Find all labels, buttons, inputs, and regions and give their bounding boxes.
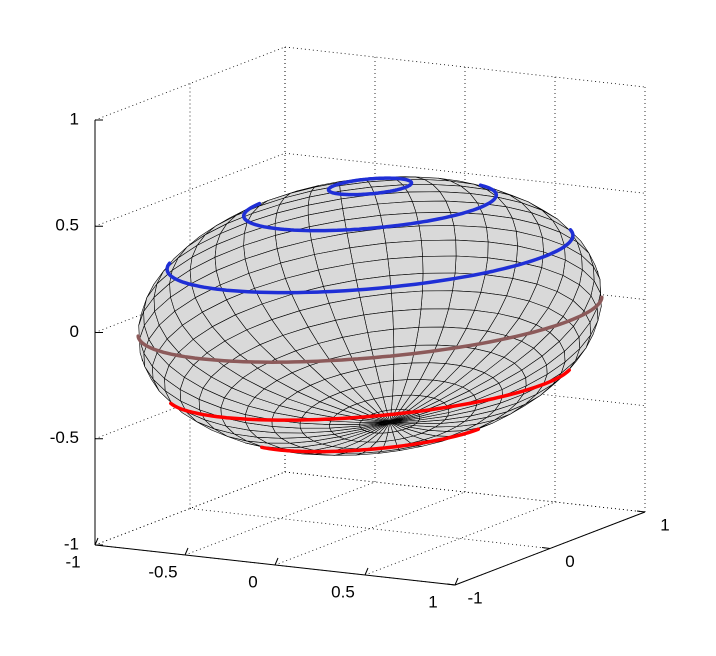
grid-line [284,471,646,513]
surface-facet [407,191,447,202]
z-tick-label: 0 [70,322,79,341]
x-tick-label: 1 [428,592,437,611]
tick-mark [184,547,189,556]
surface-facet [275,432,308,439]
tick-mark [446,583,456,586]
latitude-ring [136,295,604,364]
y-tick-label: 1 [660,515,669,534]
latitude-ring [165,228,575,295]
surface-facet [418,308,449,328]
grid-line [284,46,646,88]
surface-facet [420,290,453,310]
grid-line [284,152,646,194]
surface-facet [453,225,489,243]
z-tick-label: 1 [70,109,79,128]
surface-facet [382,225,422,244]
latitude-ring [326,176,414,197]
surface-facet [363,310,394,333]
surface-facet [393,326,420,348]
surface-facet [411,200,451,214]
z-tick-label: -1 [64,534,79,553]
latitude-ring [169,368,571,422]
latitude-ring [241,183,499,233]
tick-mark [94,537,99,546]
y-tick-label: -1 [467,588,482,607]
surface-facet [480,274,514,297]
tick-mark [454,577,459,586]
tick-mark [274,557,279,566]
latitude-ring [260,427,481,454]
surface-facet [391,290,423,312]
surface-facet [418,225,457,241]
surface-facet [259,335,297,360]
tick-mark [541,547,551,549]
z-tick-label: 0.5 [55,216,79,235]
grid-line [189,508,551,549]
surface-facet [385,240,423,260]
x-tick-label: 0 [248,572,257,591]
z-tick-label: -0.5 [50,428,79,447]
surface-facet [367,328,395,351]
tick-mark [364,567,369,576]
surface-facet [387,256,424,277]
tick-mark [636,510,646,513]
x-tick-label: -0.5 [148,562,177,581]
x-tick-label: 0.5 [331,582,355,601]
x-tick-label: -1 [65,552,80,571]
y-tick-label: 0 [565,552,574,571]
surface-facet [422,255,457,274]
surface-facet [455,239,489,259]
surface-facet [420,239,457,257]
surface-facet [392,308,422,330]
